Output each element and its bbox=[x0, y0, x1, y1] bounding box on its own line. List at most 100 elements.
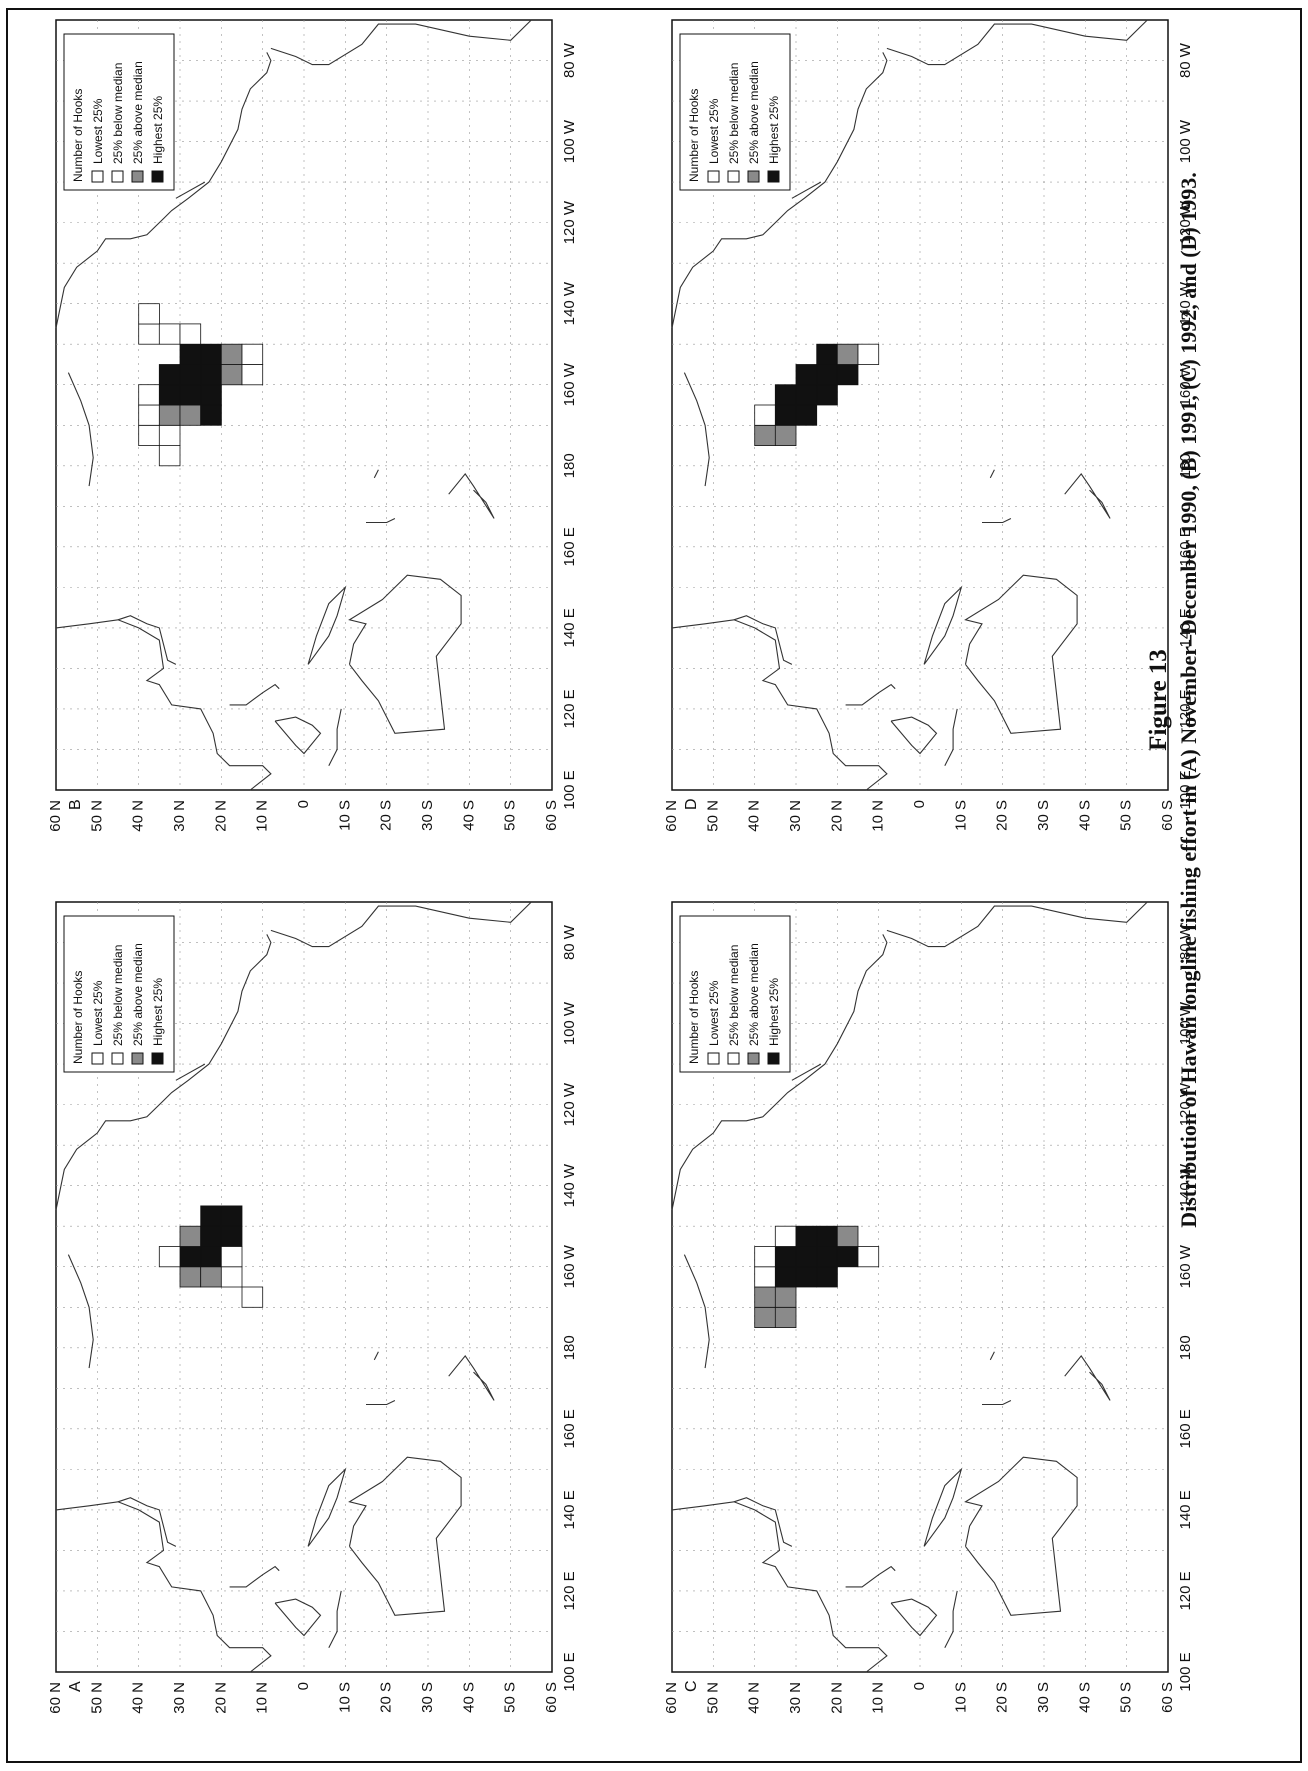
legend-swatch bbox=[151, 170, 164, 183]
latitude-tick-label: 20 N bbox=[212, 1682, 229, 1714]
land-vanuatu bbox=[366, 518, 396, 524]
legend-swatch bbox=[131, 1052, 144, 1065]
land-fiji bbox=[989, 469, 995, 479]
effort-cell bbox=[220, 1225, 243, 1247]
effort-cell bbox=[200, 343, 222, 365]
land-fiji bbox=[373, 1351, 379, 1361]
latitude-tick-label: 40 N bbox=[130, 1682, 147, 1714]
effort-cell bbox=[774, 1246, 797, 1268]
effort-cell bbox=[754, 404, 776, 426]
land-baja-gulf bbox=[175, 1063, 206, 1081]
page-border bbox=[6, 8, 1302, 1763]
effort-cell bbox=[754, 424, 776, 446]
legend: Number of Hooks Lowest 25% 25% below media… bbox=[63, 33, 175, 191]
legend-item-label: Lowest 25% bbox=[707, 98, 721, 164]
legend-title: Number of Hooks bbox=[687, 89, 701, 182]
latitude-tick-label: 50 S bbox=[1118, 800, 1135, 831]
land-australia bbox=[348, 574, 462, 734]
legend-swatch bbox=[707, 1052, 720, 1065]
latitude-tick-label: 40 N bbox=[746, 1682, 763, 1714]
land-north-america-coast bbox=[55, 52, 272, 329]
legend-swatch bbox=[131, 170, 144, 183]
latitude-tick-label: 0 bbox=[295, 1682, 312, 1690]
longitude-tick-label: 180 bbox=[1177, 1335, 1194, 1360]
longitude-tick-label: 140 W bbox=[1177, 281, 1194, 325]
legend-box bbox=[63, 33, 175, 191]
land-asia-coast bbox=[671, 1501, 888, 1673]
longitude-tick-label: 160 W bbox=[1177, 362, 1194, 406]
latitude-tick-label: 60 N bbox=[47, 1682, 64, 1714]
effort-cell bbox=[836, 1246, 859, 1268]
effort-cell bbox=[857, 1246, 880, 1268]
latitude-tick-label: 50 S bbox=[502, 1682, 519, 1713]
latitude-tick-label: 10 N bbox=[870, 1682, 887, 1714]
legend: Number of Hooks Lowest 25% 25% below media… bbox=[679, 915, 791, 1073]
land-japan bbox=[117, 1497, 177, 1547]
land-aleutians bbox=[683, 1254, 710, 1369]
effort-cell bbox=[158, 445, 181, 467]
legend-item-label: Lowest 25% bbox=[91, 980, 105, 1046]
effort-cell bbox=[857, 343, 880, 365]
land-java bbox=[328, 708, 342, 766]
legend-box bbox=[63, 915, 175, 1073]
longitude-tick-label: 160 W bbox=[561, 1244, 578, 1288]
effort-cell bbox=[158, 424, 181, 446]
legend-swatch bbox=[767, 1052, 780, 1065]
longitude-tick-label: 180 bbox=[1177, 453, 1194, 478]
effort-cell bbox=[241, 364, 264, 386]
latitude-tick-label: 10 S bbox=[952, 800, 969, 831]
longitude-tick-label: 80 W bbox=[561, 42, 578, 78]
legend-item-label: 25% above median bbox=[131, 61, 145, 164]
land-north-america-coast bbox=[671, 934, 888, 1211]
land-japan bbox=[733, 615, 793, 665]
legend-title: Number of Hooks bbox=[71, 89, 85, 182]
effort-cell bbox=[220, 1205, 243, 1227]
land-vanuatu bbox=[366, 1400, 396, 1406]
land-asia-coast bbox=[55, 1501, 272, 1673]
land-japan bbox=[733, 1497, 793, 1547]
land-borneo bbox=[274, 716, 322, 755]
effort-cell bbox=[774, 1306, 797, 1329]
effort-cell bbox=[836, 343, 859, 365]
effort-cell bbox=[179, 404, 202, 426]
land-philippines bbox=[229, 683, 280, 706]
legend-item-label: Highest 25% bbox=[151, 978, 165, 1046]
latitude-tick-label: 20 N bbox=[828, 800, 845, 832]
legend-item-label: 25% below median bbox=[727, 945, 741, 1046]
effort-cell bbox=[795, 1225, 818, 1247]
land-asia-coast bbox=[55, 619, 272, 791]
effort-cell bbox=[200, 404, 222, 426]
latitude-tick-label: 60 N bbox=[663, 1682, 680, 1714]
legend-item-label: Highest 25% bbox=[767, 96, 781, 164]
longitude-tick-label: 100 W bbox=[1177, 119, 1194, 163]
effort-cell bbox=[179, 1225, 202, 1247]
longitude-tick-label: 120 E bbox=[561, 689, 578, 728]
latitude-tick-label: 20 N bbox=[212, 800, 229, 832]
latitude-tick-label: 60 S bbox=[543, 1682, 560, 1713]
effort-cell bbox=[179, 1266, 202, 1288]
land-aleutians bbox=[683, 372, 710, 487]
latitude-tick-label: 60 N bbox=[47, 800, 64, 832]
land-australia bbox=[964, 1456, 1078, 1616]
effort-cell bbox=[795, 364, 818, 386]
effort-cell bbox=[158, 1246, 181, 1268]
effort-cell bbox=[816, 1246, 838, 1268]
latitude-tick-label: 10 N bbox=[254, 1682, 271, 1714]
land-fiji bbox=[989, 1351, 995, 1361]
legend-item-label: 25% below median bbox=[727, 63, 741, 164]
longitude-tick-label: 100 W bbox=[561, 1001, 578, 1045]
longitude-tick-label: 120 E bbox=[561, 1571, 578, 1610]
legend-box bbox=[679, 915, 791, 1073]
latitude-tick-label: 50 S bbox=[502, 800, 519, 831]
legend-swatch bbox=[747, 1052, 760, 1065]
land-java bbox=[944, 1590, 958, 1648]
land-asia-coast bbox=[671, 619, 888, 791]
effort-cell bbox=[158, 404, 181, 426]
effort-cell bbox=[816, 364, 838, 386]
longitude-tick-label: 100 W bbox=[1177, 1001, 1194, 1045]
land-borneo bbox=[890, 716, 938, 755]
effort-cell bbox=[200, 364, 222, 386]
latitude-tick-label: 30 N bbox=[171, 800, 188, 832]
latitude-tick-label: 20 S bbox=[378, 1682, 395, 1713]
effort-cell bbox=[774, 1225, 797, 1247]
